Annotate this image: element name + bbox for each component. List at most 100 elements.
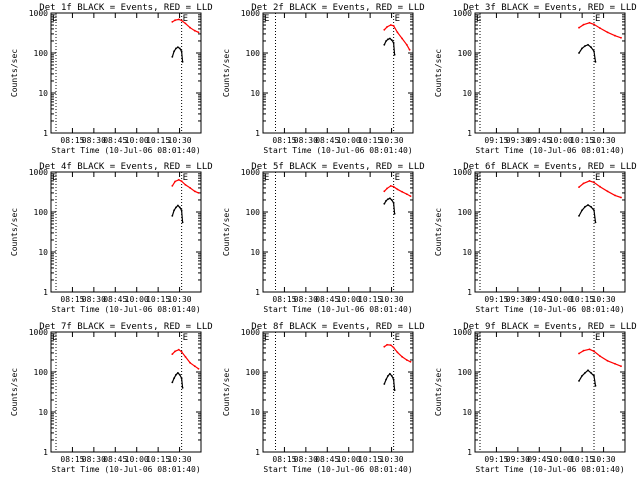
- x-tick-label: 08:45: [103, 455, 127, 464]
- events-series-line: [171, 46, 184, 62]
- events-data-point: [390, 39, 393, 41]
- y-tick-label: 10: [250, 408, 260, 417]
- x-tick-label: 10:15: [146, 136, 170, 145]
- x-tick-label: 10:30: [168, 295, 192, 304]
- x-tick-label: 10:15: [570, 295, 594, 304]
- lld-series-line: [383, 24, 411, 51]
- lld-data-point: [193, 365, 196, 368]
- events-data-point: [584, 372, 586, 374]
- detector-panel-2: Det 2f BLACK = Events, RED = LLD 1 10 100 10…: [222, 3, 425, 155]
- panel-title: Det 6f BLACK = Events, RED = LLD: [463, 162, 636, 172]
- events-data-point: [173, 50, 176, 53]
- x-axis-label: Start Time (10-Jul-06 08:01:40): [475, 146, 624, 155]
- panel-title: Det 2f BLACK = Events, RED = LLD: [251, 3, 424, 13]
- marker-label: E: [183, 173, 188, 183]
- events-data-point: [178, 373, 181, 376]
- lld-data-point: [174, 180, 177, 183]
- y-tick-label: 100: [34, 368, 49, 377]
- events-series-line: [578, 369, 597, 386]
- y-tick-label: 1: [255, 129, 260, 138]
- events-data-point: [171, 215, 174, 217]
- x-tick-label: 10:00: [337, 136, 361, 145]
- y-tick-label: 1000: [453, 168, 472, 177]
- x-tick-label: 09:15: [484, 295, 508, 304]
- x-tick-label: 10:30: [592, 136, 616, 145]
- events-data-point: [385, 378, 387, 381]
- y-axis-label: Counts/sec: [10, 208, 19, 256]
- x-tick-label: 08:45: [103, 295, 127, 304]
- marker-label: E: [52, 14, 57, 24]
- axes-frame: [50, 12, 202, 134]
- y-tick-label: 1000: [241, 9, 260, 18]
- axes-frame: [50, 171, 202, 293]
- y-tick-label: 1000: [29, 168, 48, 177]
- events-data-point: [578, 215, 580, 217]
- y-tick-label: 10: [38, 408, 48, 417]
- events-data-point: [175, 206, 177, 209]
- events-data-point: [387, 375, 389, 377]
- y-tick-label: 10: [38, 248, 48, 257]
- x-tick-label: 09:45: [527, 455, 551, 464]
- marker-label: E: [52, 333, 57, 343]
- events-data-point: [578, 52, 580, 54]
- events-data-point: [387, 38, 389, 41]
- x-tick-label: 10:00: [125, 455, 149, 464]
- x-axis-label: Start Time (10-Jul-06 08:01:40): [263, 305, 412, 314]
- y-axis-label: Counts/sec: [10, 49, 19, 97]
- lld-data-point: [582, 182, 585, 185]
- x-tick-label: 09:30: [506, 295, 530, 304]
- lld-data-point: [189, 187, 192, 189]
- y-tick-label: 100: [246, 208, 261, 217]
- x-axis-label: Start Time (10-Jul-06 08:01:40): [263, 146, 412, 155]
- detector-panel-5: Det 5f BLACK = Events, RED = LLD 1 10 100 10…: [222, 162, 425, 314]
- lld-data-point: [383, 28, 386, 31]
- x-tick-label: 08:45: [315, 136, 339, 145]
- x-tick-label: 10:00: [549, 295, 573, 304]
- events-data-point: [390, 199, 393, 201]
- y-axis-label: Counts/sec: [434, 208, 443, 256]
- lld-data-point: [588, 21, 591, 24]
- events-data-point: [587, 43, 589, 46]
- x-tick-label: 08:30: [294, 136, 318, 145]
- events-data-point: [393, 389, 396, 392]
- events-data-point: [590, 205, 592, 208]
- y-tick-label: 10: [462, 248, 472, 257]
- y-tick-label: 100: [458, 368, 473, 377]
- x-tick-label: 08:45: [103, 136, 127, 145]
- lld-data-point: [405, 193, 408, 196]
- events-data-point: [181, 221, 184, 224]
- y-tick-label: 100: [246, 49, 261, 58]
- x-tick-label: 10:15: [146, 295, 170, 304]
- events-data-point: [593, 375, 595, 377]
- marker-label: E: [183, 333, 188, 343]
- lld-data-point: [184, 183, 187, 186]
- lld-data-point: [392, 24, 395, 27]
- axes-frame: [262, 171, 414, 293]
- lld-data-point: [593, 350, 595, 353]
- lld-data-point: [593, 181, 595, 184]
- marker-label: E: [395, 14, 400, 24]
- x-tick-label: 10:00: [549, 455, 573, 464]
- y-tick-label: 10: [38, 89, 48, 98]
- lld-data-point: [396, 351, 399, 354]
- events-data-point: [392, 201, 395, 204]
- lld-data-point: [197, 31, 200, 34]
- x-tick-label: 10:15: [146, 455, 170, 464]
- x-tick-label: 10:30: [168, 455, 192, 464]
- lld-data-point: [171, 353, 174, 355]
- events-data-point: [581, 209, 583, 212]
- events-data-point: [594, 221, 597, 224]
- lld-data-point: [180, 180, 183, 183]
- x-axis-label: Start Time (10-Jul-06 08:01:40): [475, 305, 624, 314]
- y-axis-label: Counts/sec: [222, 49, 231, 97]
- lld-data-point: [620, 196, 622, 199]
- marker-label: E: [183, 14, 188, 24]
- panel-title: Det 8f BLACK = Events, RED = LLD: [251, 322, 424, 332]
- lld-data-point: [408, 48, 411, 51]
- axes-frame: [50, 331, 202, 453]
- panel-title: Det 3f BLACK = Events, RED = LLD: [463, 3, 636, 13]
- y-tick-label: 10: [250, 89, 260, 98]
- lld-data-point: [599, 27, 601, 29]
- axes-frame: [262, 331, 414, 453]
